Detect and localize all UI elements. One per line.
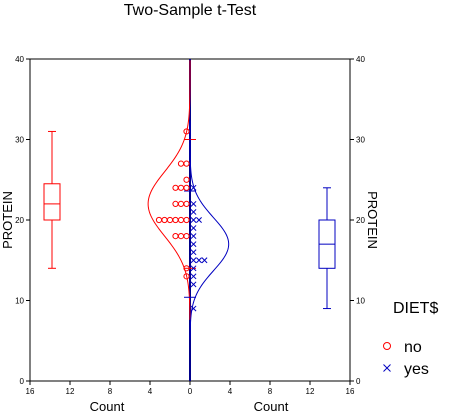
y-axis-label-right: PROTEIN: [365, 191, 380, 249]
point-no: [183, 128, 190, 135]
point-yes-stroke-b: [196, 217, 202, 223]
point-yes: [190, 257, 197, 264]
point-yes: [190, 233, 197, 240]
legend-marker-circle: [383, 342, 391, 350]
point-no: [177, 216, 185, 224]
count-tick-label-right: 8: [268, 387, 273, 396]
legend-entries: no yes: [383, 339, 429, 378]
point-no: [172, 184, 179, 191]
count-tick-label-left: 12: [66, 387, 75, 396]
box-layer: [43, 130, 336, 310]
point-no: [183, 216, 190, 224]
point-no: [177, 200, 185, 207]
point-no: [183, 273, 190, 280]
point-yes-stroke-b: [190, 273, 197, 280]
point-no: [177, 233, 185, 240]
legend-marker-x-b: [383, 364, 391, 372]
y-tick-label-right: 0: [356, 377, 361, 386]
y-tick-label-left: 10: [15, 297, 24, 306]
count-tick-label-left: 8: [108, 387, 113, 396]
point-yes: [190, 265, 197, 272]
point-yes-stroke-b: [190, 184, 197, 191]
y-tick-label-left: 30: [15, 136, 24, 145]
y-tick-label-left: 40: [15, 55, 24, 64]
box-plot-yes: [318, 187, 336, 310]
point-yes: [190, 225, 197, 232]
point-no: [155, 216, 163, 224]
count-axis-label-right: Count: [254, 399, 289, 412]
point-yes-stroke-b: [201, 257, 208, 264]
point-yes-stroke-b: [190, 208, 197, 215]
legend-entry-no: no: [383, 339, 422, 356]
count-tick-label-left: 16: [26, 387, 35, 396]
point-yes: [196, 257, 202, 264]
point-yes-stroke-b: [190, 249, 197, 256]
point-yes-stroke-b: [190, 257, 197, 264]
y-tick-label-left: 20: [15, 216, 24, 225]
point-yes-stroke-b: [190, 241, 197, 248]
count-tick-label-right: 12: [306, 387, 315, 396]
point-yes-stroke-b: [190, 281, 197, 288]
legend: DIET$ no yes: [383, 300, 438, 378]
y-tick-label-right: 20: [356, 216, 365, 225]
point-no: [177, 160, 185, 167]
point-no: [166, 216, 174, 224]
point-yes: [196, 217, 202, 223]
legend-title: DIET$: [393, 300, 438, 317]
point-yes-stroke-b: [190, 217, 197, 223]
chart-title: Two-Sample t-Test: [124, 2, 257, 19]
density-curve-no: [147, 60, 191, 320]
point-yes: [190, 200, 197, 207]
point-no: [183, 184, 190, 191]
point-yes: [190, 273, 197, 280]
point-yes-stroke-b: [190, 233, 197, 240]
point-no: [177, 184, 185, 191]
point-no: [172, 216, 179, 224]
point-yes: [190, 305, 197, 312]
y-tick-label-left: 0: [20, 377, 25, 386]
point-no: [172, 233, 179, 240]
point-yes-stroke-b: [190, 265, 197, 272]
density-curve-yes: [189, 120, 230, 340]
legend-entry-yes: yes: [383, 361, 429, 378]
count-tick-label-right: 16: [346, 387, 355, 396]
box-iqr: [43, 183, 61, 221]
y-tick-label-right: 40: [356, 55, 365, 64]
point-yes-stroke-b: [190, 200, 197, 207]
count-tick-label-right: 4: [228, 387, 233, 396]
y-tick-label-right: 10: [356, 297, 365, 306]
point-yes-stroke-b: [190, 305, 197, 312]
count-tick-label-left: 0: [188, 387, 193, 396]
point-yes: [201, 257, 208, 264]
count-tick-label-left: 4: [148, 387, 153, 396]
point-yes: [190, 281, 197, 288]
point-yes: [190, 208, 197, 215]
point-yes: [190, 241, 197, 248]
point-no: [183, 176, 190, 183]
legend-label: no: [404, 339, 422, 356]
box-plot-no: [43, 130, 61, 269]
point-no: [183, 233, 190, 240]
point-no: [172, 200, 179, 207]
point-no: [183, 160, 190, 167]
count-axis-label-left: Count: [90, 399, 125, 412]
point-yes: [190, 249, 197, 256]
point-yes-stroke-b: [196, 257, 202, 264]
point-yes: [190, 217, 197, 223]
points-layer: [155, 128, 208, 312]
y-tick-label-right: 30: [356, 136, 365, 145]
point-no: [183, 265, 190, 272]
point-no: [161, 216, 168, 224]
point-yes-stroke-b: [190, 225, 197, 232]
point-no: [183, 200, 190, 207]
point-yes: [190, 184, 197, 191]
y-axis-label-left: PROTEIN: [0, 191, 15, 249]
density-layer: [147, 59, 230, 381]
legend-label: yes: [404, 361, 429, 378]
